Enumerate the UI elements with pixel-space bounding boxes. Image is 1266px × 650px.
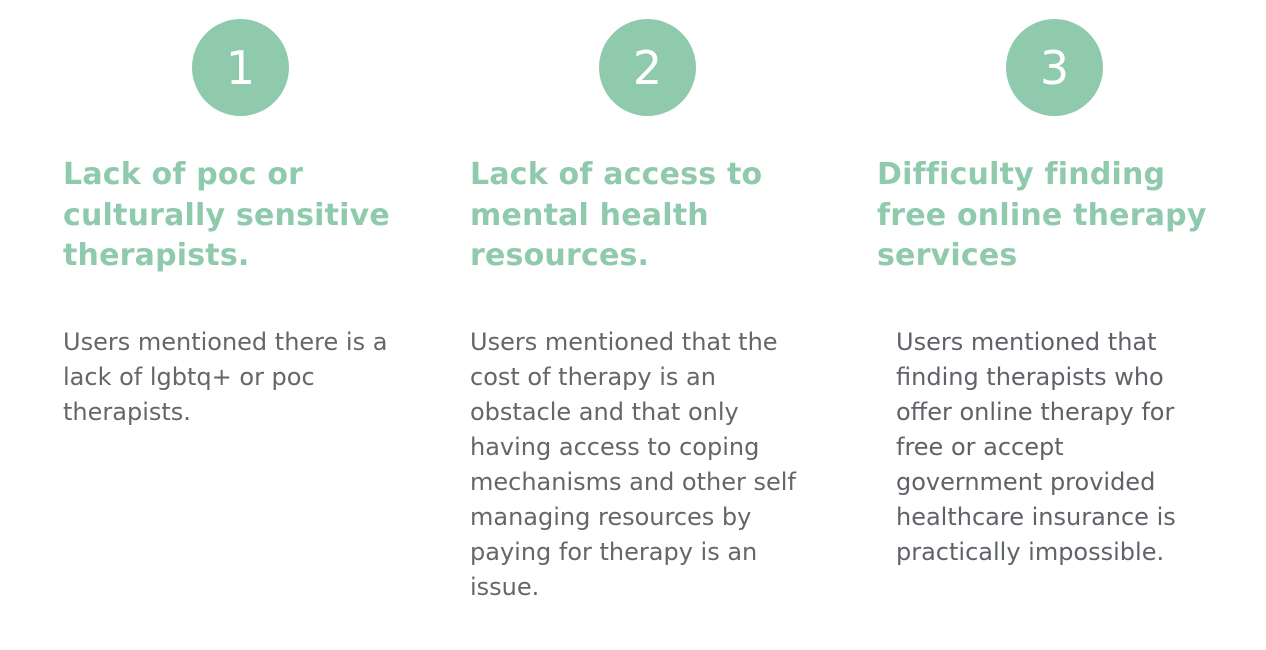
card-description-2: Users mentioned that the cost of therapy…: [470, 328, 796, 601]
card-title-2: Lack of access to mental health resource…: [470, 157, 763, 273]
number-badge-3: 3: [1006, 19, 1103, 116]
card-title-1: Lack of poc or culturally sensitive ther…: [63, 157, 390, 273]
card-description-3: Users mentioned that finding therapists …: [896, 328, 1176, 566]
card-title-3: Difficulty finding free online therapy s…: [877, 157, 1207, 273]
number-badge-2: 2: [599, 19, 696, 116]
number-badge-1: 1: [192, 19, 289, 116]
card-description-1: Users mentioned there is a lack of lgbtq…: [63, 328, 388, 426]
